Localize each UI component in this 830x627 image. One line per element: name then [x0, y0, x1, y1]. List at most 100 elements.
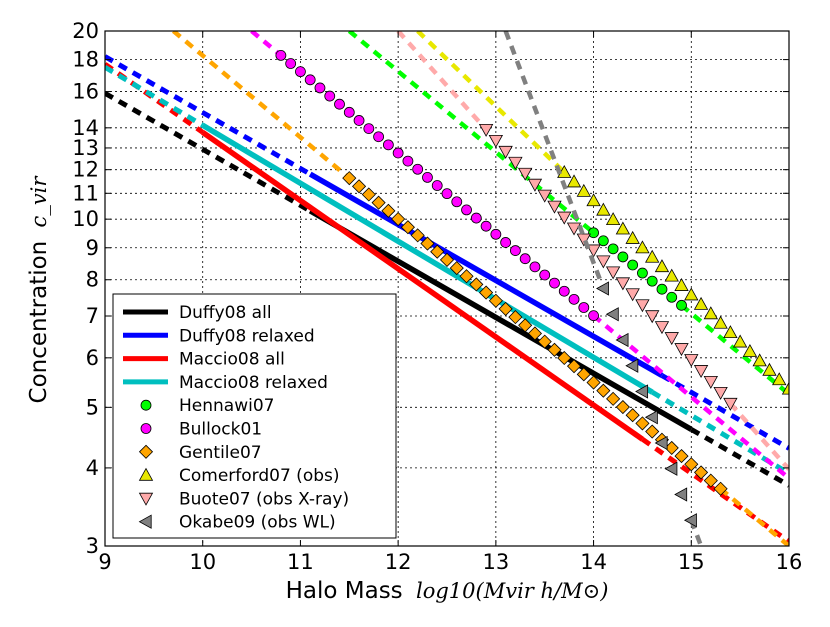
data-point	[420, 236, 435, 251]
data-point	[547, 342, 562, 357]
data-point	[361, 187, 376, 202]
data-point	[654, 435, 668, 451]
legend-label: Okabe09 (obs WL)	[179, 513, 336, 533]
data-point	[713, 315, 728, 329]
data-point	[558, 285, 570, 297]
data-point	[410, 228, 425, 243]
data-point	[488, 293, 503, 308]
legend: Duffy08 all Duffy08 relaxed Maccio08 all Ma…	[112, 293, 397, 539]
legend-label: Buote07 (obs X-ray)	[179, 489, 349, 509]
legend-item-comerford07-obs: Comerford07 (obs)	[138, 466, 340, 486]
data-point	[500, 237, 512, 248]
legend-marker	[138, 467, 154, 481]
data-point	[635, 384, 649, 399]
data-point	[451, 196, 463, 208]
data-point	[723, 325, 738, 339]
data-point	[285, 58, 297, 69]
data-point	[382, 139, 394, 151]
data-point	[334, 98, 345, 110]
data-point	[547, 200, 562, 214]
data-point	[625, 288, 640, 302]
data-point	[529, 261, 541, 273]
series-dashed-segment	[690, 427, 789, 488]
data-point	[596, 202, 611, 216]
legend-marker	[140, 399, 152, 411]
data-point	[566, 174, 582, 188]
data-point	[508, 310, 523, 325]
data-point	[537, 189, 552, 203]
data-point	[576, 183, 591, 197]
data-point	[742, 343, 758, 357]
series-dashed-segment	[105, 65, 204, 128]
data-point	[683, 513, 697, 528]
data-point	[607, 243, 619, 255]
data-point	[752, 353, 767, 367]
legend-item-hennawi07: Hennawi07	[140, 396, 274, 416]
data-point	[605, 212, 621, 226]
data-point	[527, 178, 543, 192]
data-point	[576, 367, 591, 382]
series-dashed-segment	[416, 31, 566, 174]
data-point	[391, 211, 406, 227]
data-point	[615, 277, 631, 291]
data-point	[588, 310, 599, 322]
data-point	[664, 268, 679, 282]
data-point	[557, 211, 572, 225]
data-point	[703, 473, 718, 488]
data-point	[527, 326, 543, 341]
data-point	[353, 115, 365, 126]
x-axis-label: Halo Mass log10(Mvir h/M⊙)	[286, 578, 609, 604]
y-tick-label: 20	[72, 19, 99, 43]
data-point	[596, 255, 611, 269]
data-point	[703, 306, 719, 320]
data-point	[400, 220, 415, 235]
legend-item-duffy08-all: Duffy08 all	[123, 303, 272, 323]
data-point	[586, 193, 601, 207]
y-tick-label: 13	[72, 136, 99, 160]
y-tick-label: 9	[86, 236, 99, 260]
y-axis-label: Concentration c_vir	[26, 175, 52, 404]
data-point	[666, 291, 678, 303]
y-tick-label: 4	[86, 456, 99, 480]
data-point	[615, 221, 631, 235]
data-point	[635, 299, 650, 313]
data-point	[781, 381, 789, 395]
svg-text:Halo Mass log10(Mvir h/M: Halo Mass log10(Mvir h/M⊙)	[286, 578, 609, 604]
series-dashed-segment	[347, 31, 596, 235]
data-point	[342, 171, 357, 186]
data-point	[625, 230, 640, 244]
data-point	[635, 240, 650, 254]
series-gentile07	[171, 31, 789, 546]
series-okabe09-obs-wl	[503, 31, 704, 546]
data-point	[557, 350, 572, 366]
data-point	[606, 391, 621, 406]
data-point	[703, 376, 719, 389]
data-point	[605, 307, 619, 322]
legend-item-okabe09-obs-wl: Okabe09 (obs WL)	[138, 513, 336, 533]
data-point	[490, 228, 502, 240]
data-point	[510, 245, 521, 256]
series-buote07-obs-x-ray	[396, 31, 789, 471]
series-dashed-segment	[396, 31, 488, 132]
series-line	[201, 122, 654, 395]
data-point	[674, 343, 689, 357]
y-axis-label-text: Concentration	[26, 241, 52, 404]
legend-label: Gentile07	[179, 443, 262, 463]
series-line	[308, 208, 693, 432]
series-dashed-segment	[105, 54, 312, 177]
data-point	[568, 293, 580, 305]
data-point	[459, 269, 474, 284]
data-point	[627, 259, 639, 271]
data-point	[596, 281, 609, 296]
data-point	[646, 275, 658, 287]
y-tick-label: 10	[72, 207, 99, 231]
data-point	[449, 260, 464, 276]
data-point	[275, 49, 287, 61]
data-point	[480, 220, 492, 232]
data-point	[461, 204, 472, 216]
data-point	[441, 188, 453, 200]
data-point	[615, 332, 629, 348]
data-point	[637, 267, 648, 279]
data-point	[684, 287, 699, 301]
